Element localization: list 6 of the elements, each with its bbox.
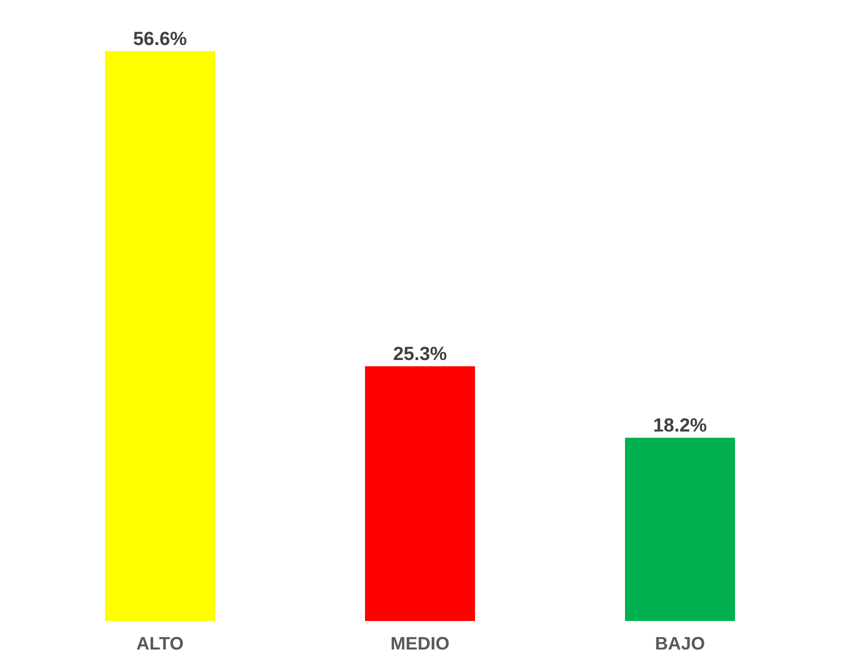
data-label: 18.2% xyxy=(653,416,708,437)
x-tick-label: MEDIO xyxy=(390,634,450,654)
data-label: 25.3% xyxy=(393,344,448,366)
x-tick-label: ALTO xyxy=(136,634,184,654)
x-tick-label: BAJO xyxy=(654,634,706,654)
data-label: 56.6% xyxy=(133,29,188,50)
